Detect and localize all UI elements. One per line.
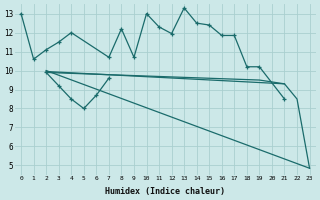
X-axis label: Humidex (Indice chaleur): Humidex (Indice chaleur) — [105, 187, 225, 196]
